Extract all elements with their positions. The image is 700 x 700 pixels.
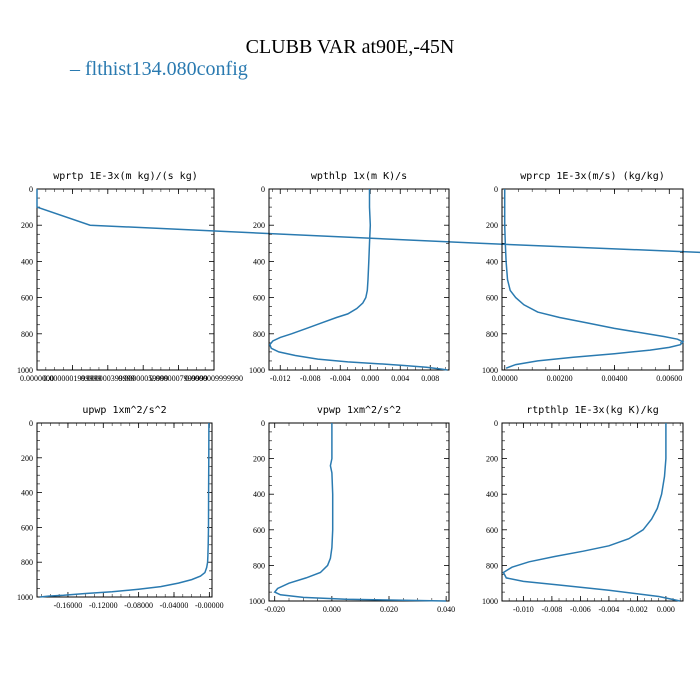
x-tick-label: -0.00000 [195,601,224,610]
x-tick-label: 0.00000059999 [118,374,168,383]
plot-frame [268,422,450,602]
x-tick-label: 0.0000009999990 [185,374,243,383]
y-tick-label: 200 [253,455,265,464]
y-tick-label: 600 [21,294,33,303]
x-tick-label: 0.0000007999999 [150,374,208,383]
x-tick-label: -0.004 [330,374,351,383]
plot-title: vpwp 1xm^2/s^2 [317,405,401,416]
y-tick-label: 400 [21,489,33,498]
y-tick-label: 1000 [17,593,33,602]
x-tick-label: -0.004 [599,605,620,614]
y-tick-label: 400 [486,490,498,499]
plot-title: wprtp 1E-3x(m kg)/(s kg) [53,171,198,182]
x-tick-label: -0.008 [300,374,321,383]
x-tick-label: -0.002 [627,605,648,614]
x-tick-label: 0.00200 [547,374,573,383]
y-tick-label: 1000 [249,597,265,606]
plot-panel-1: wprtp 1E-3x(m kg)/(s kg) 0 200 400 600 800 100… [17,171,700,383]
legend-line-icon: – [70,58,80,80]
x-tick-label: 0.000 [323,605,341,614]
y-tick-label: 400 [253,490,265,499]
y-tick-label: 1000 [482,366,498,375]
x-tick-label: -0.006 [570,605,591,614]
y-tick-label: 800 [21,330,33,339]
x-tick-label: 0.00000 [492,374,518,383]
legend: – flthist134.080config [70,58,248,81]
y-tick-label: 200 [21,221,33,230]
y-tick-label: 0 [261,185,265,194]
y-tick-label: 800 [486,330,498,339]
plot-title: upwp 1xm^2/s^2 [82,405,166,416]
y-tick-label: 600 [253,294,265,303]
y-tick-label: 200 [486,455,498,464]
x-tick-label: -0.020 [264,605,285,614]
y-tick-label: 800 [253,561,265,570]
x-tick-label: 0.020 [380,605,398,614]
series-line [503,189,685,369]
y-tick-label: 0 [29,185,33,194]
x-tick-label: 0.0000000 [20,374,54,383]
y-tick-label: 400 [253,257,265,266]
y-tick-label: 1000 [249,366,265,375]
x-tick-label: -0.04000 [160,601,189,610]
plot-panel-2: wpthlp 1x(m K)/s02004006008001000-0.012-… [249,171,450,383]
legend-label: flthist134.080config [85,58,248,80]
series-line [273,423,447,602]
x-tick-label: 0.000000399999 [81,374,135,383]
y-tick-label: 0 [494,185,498,194]
x-tick-label: 0.00400 [601,374,627,383]
plot-title: wprcp 1E-3x(m/s) (kg/kg) [520,171,665,182]
y-tick-label: 600 [21,523,33,532]
series-line [502,423,681,602]
x-tick-label: -0.008 [542,605,563,614]
y-tick-label: 600 [486,294,498,303]
plot-title: rtpthlp 1E-3x(kg K)/kg [526,405,658,416]
y-tick-label: 0 [261,419,265,428]
y-tick-label: 200 [253,221,265,230]
y-tick-label: 800 [486,561,498,570]
y-tick-label: 0 [29,419,33,428]
x-tick-label: 0.000 [361,374,379,383]
y-tick-label: 400 [21,257,33,266]
y-tick-label: 800 [253,330,265,339]
figure-title: CLUBB VAR at90E,-45N [245,36,455,58]
plot-title: wpthlp 1x(m K)/s [311,171,407,182]
x-tick-label: -0.12000 [89,601,118,610]
series-line [268,189,448,371]
plot-frame [36,422,213,598]
y-tick-label: 400 [486,257,498,266]
x-tick-label: -0.012 [270,374,291,383]
x-tick-label: 0.008 [421,374,439,383]
plot-frame [501,188,684,371]
y-tick-label: 600 [486,526,498,535]
x-tick-label: -0.16000 [54,601,83,610]
plot-panel-6: rtpthlp 1E-3x(kg K)/kg 0 200 400 600 800 1000 -… [482,405,684,614]
x-tick-label: 0.004 [391,374,409,383]
y-tick-label: 200 [21,454,33,463]
y-tick-label: 1000 [482,597,498,606]
x-tick-label: -0.010 [513,605,534,614]
y-tick-label: 1000 [17,366,33,375]
x-tick-label: -0.08000 [124,601,153,610]
plot-panel-3: wprcp 1E-3x(m/s) (kg/kg) 0 200 400 600 800 100… [482,171,685,383]
y-tick-label: 800 [21,558,33,567]
series-line [39,422,210,598]
plot-frame [268,188,450,371]
y-tick-label: 0 [494,419,498,428]
x-tick-label: 0.040 [437,605,455,614]
y-tick-label: 200 [486,221,498,230]
x-tick-label: 0.00600 [656,374,682,383]
y-tick-label: 600 [253,526,265,535]
plot-panel-5: vpwp 1xm^2/s^2 0 200 400 600 800 1000-0.020 0.0… [249,405,455,614]
plot-panel-4: upwp 1xm^2/s^202004006008001000-0.16000-… [17,405,224,610]
x-tick-label: 0.0000001999999 [43,374,101,383]
x-tick-label: 0.000 [657,605,675,614]
